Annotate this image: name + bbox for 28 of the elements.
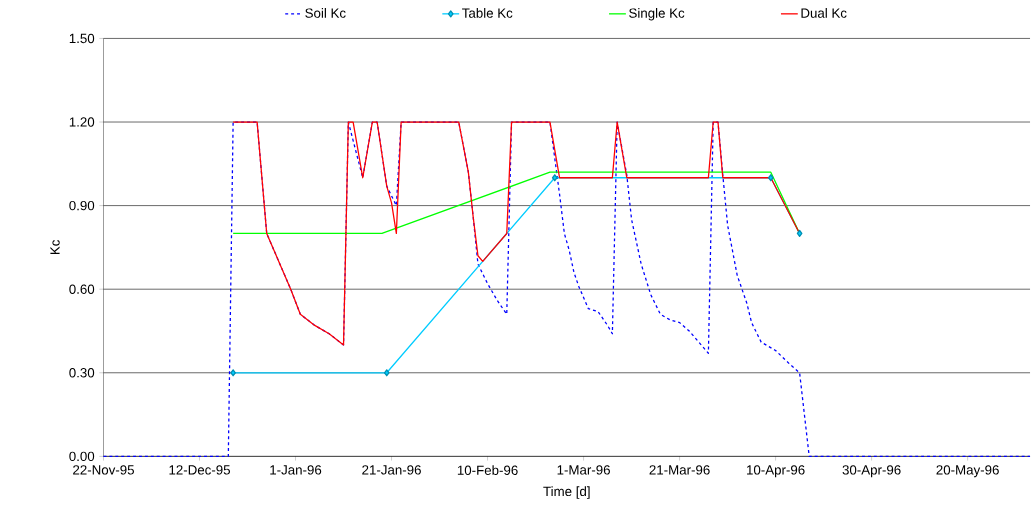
legend-label: Soil Kc [305, 7, 346, 18]
x-tick-label: 22-Nov-95 [73, 465, 134, 475]
x-axis-title: Time [d] [543, 486, 590, 499]
x-tick-label: 1-Jan-96 [270, 465, 322, 475]
point [767, 173, 774, 182]
point [230, 369, 236, 377]
x-tick-label: 1-Mar-96 [557, 465, 610, 475]
y-tick-label: 0.60 [69, 284, 95, 294]
x-tick-label: 10-Feb-96 [457, 465, 518, 475]
x-tick-label: 20-May-96 [936, 465, 999, 478]
x-tick-label: 12-Dec-95 [169, 465, 231, 475]
x-tick-label: 10-Apr-96 [747, 465, 805, 478]
x-tick-label: 30-Apr-96 [842, 465, 901, 478]
legend-label: Single Kc [629, 7, 685, 21]
y-tick-label: 0.30 [69, 367, 95, 378]
legend-label: Dual Kc [801, 7, 847, 18]
point [796, 229, 803, 237]
line-series [232, 121, 801, 346]
y-tick-label: 1.20 [69, 117, 95, 127]
x-tick-label: 21-Jan-96 [362, 465, 421, 475]
y-tick-label: 1.50 [69, 33, 95, 43]
point [383, 369, 390, 377]
y-axis-title: Kc [50, 239, 60, 254]
x-tick-label: 21-Mar-96 [649, 465, 710, 475]
y-tick-label: 0.00 [69, 451, 95, 461]
y-tick-label: 0.90 [69, 200, 95, 211]
point [551, 173, 558, 182]
legend-label: Table Kc [462, 7, 513, 18]
